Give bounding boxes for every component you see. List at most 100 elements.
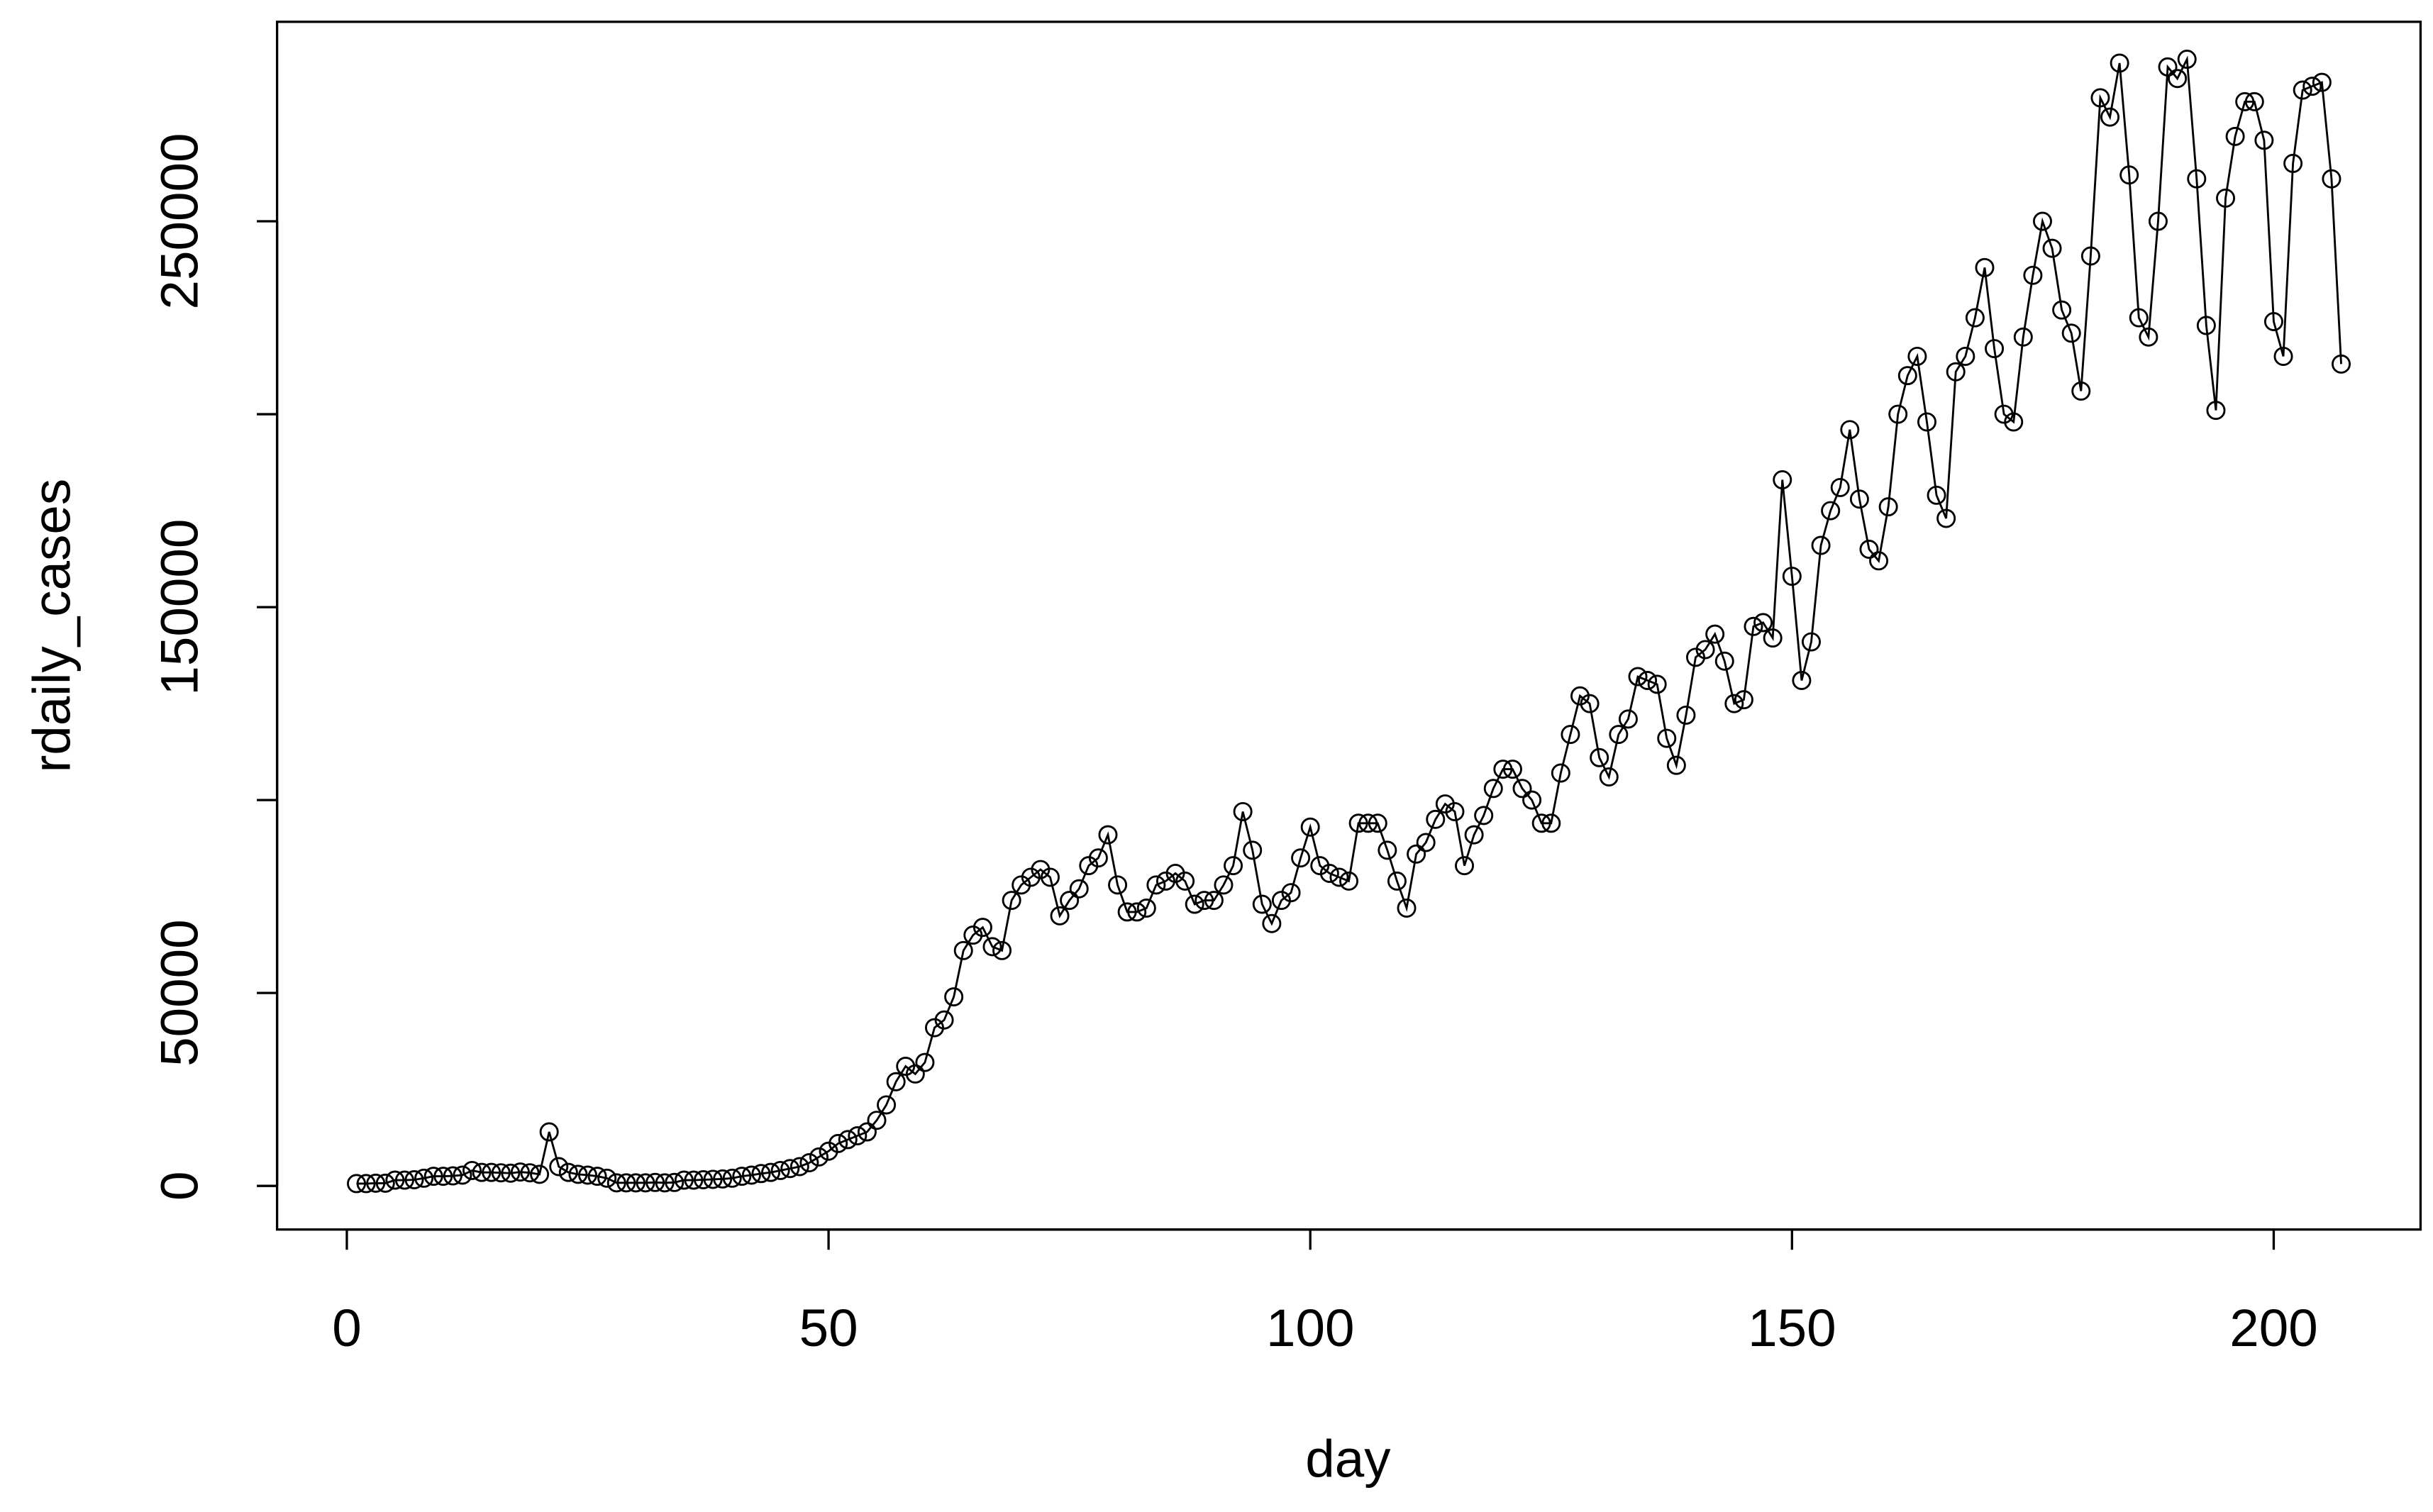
point	[1638, 670, 1658, 690]
point	[1897, 366, 1917, 386]
point	[828, 1133, 848, 1153]
point	[1985, 339, 2005, 359]
point	[510, 1162, 530, 1182]
point	[741, 1165, 761, 1185]
point	[2273, 346, 2293, 366]
point	[1936, 508, 1956, 528]
point	[1965, 308, 1985, 328]
point	[838, 1130, 858, 1150]
point	[414, 1168, 434, 1188]
point	[1917, 412, 1936, 432]
point	[1859, 539, 1879, 559]
point	[1291, 848, 1311, 868]
point	[2177, 50, 2197, 70]
point	[1811, 535, 1831, 555]
point	[694, 1169, 714, 1189]
point	[385, 1170, 405, 1190]
point	[1127, 902, 1147, 922]
point	[732, 1167, 752, 1186]
point	[462, 1160, 482, 1180]
point	[655, 1173, 675, 1193]
point	[1464, 825, 1484, 845]
point	[2302, 77, 2322, 96]
point	[558, 1162, 578, 1182]
point	[1050, 906, 1070, 925]
point	[751, 1164, 771, 1184]
point	[780, 1159, 800, 1179]
point	[1002, 891, 1021, 911]
point	[1146, 875, 1166, 895]
point	[645, 1172, 665, 1192]
point	[2042, 238, 2062, 258]
point	[2158, 57, 2178, 77]
point	[1946, 362, 1966, 382]
series-line	[356, 55, 2342, 1185]
point	[2263, 311, 2283, 331]
point	[636, 1173, 655, 1193]
point	[2148, 211, 2168, 231]
point	[1821, 501, 1841, 521]
point	[2004, 412, 2024, 432]
x-tick-label: 0	[332, 1298, 362, 1357]
point	[761, 1162, 781, 1182]
x-tick-label: 200	[2229, 1298, 2317, 1357]
point	[606, 1173, 626, 1193]
y-axis-label: rdaily_cases	[22, 479, 82, 773]
point	[1531, 813, 1551, 833]
point	[453, 1165, 472, 1185]
point	[905, 1064, 925, 1084]
point	[2322, 169, 2341, 189]
point	[520, 1163, 540, 1183]
point	[944, 987, 964, 1007]
point	[1744, 616, 1763, 636]
x-tick-label: 150	[1748, 1298, 1836, 1357]
point	[626, 1173, 645, 1193]
point	[2293, 80, 2312, 100]
point	[1339, 871, 1359, 891]
point	[1060, 891, 1080, 911]
point	[1098, 825, 1118, 845]
point	[616, 1173, 636, 1193]
point	[1878, 497, 1898, 517]
y-tick-label: 150000	[150, 519, 209, 696]
point	[1378, 840, 1397, 860]
point	[1792, 670, 1812, 690]
point	[799, 1153, 819, 1173]
point	[684, 1170, 704, 1190]
point	[1368, 813, 1387, 833]
point	[539, 1122, 559, 1142]
point	[2052, 300, 2072, 320]
point	[1214, 875, 1234, 895]
point	[1676, 705, 1696, 725]
point	[578, 1165, 598, 1185]
point	[404, 1169, 424, 1189]
point	[1618, 709, 1638, 729]
point	[1657, 728, 1677, 748]
point	[665, 1172, 685, 1192]
point	[2216, 188, 2236, 208]
point	[934, 1010, 954, 1030]
point	[713, 1169, 733, 1189]
point	[1975, 257, 1995, 277]
point	[1590, 747, 1609, 767]
point	[2129, 308, 2149, 328]
point	[1493, 760, 1513, 779]
point	[394, 1170, 414, 1190]
point	[472, 1162, 492, 1182]
point	[789, 1157, 809, 1177]
point	[482, 1162, 501, 1182]
point	[2254, 130, 2274, 150]
point	[1599, 767, 1619, 786]
point	[1300, 817, 1320, 837]
point	[1397, 898, 1417, 918]
point	[1782, 567, 1802, 587]
y-tick-label: 0	[150, 1171, 209, 1200]
point	[1407, 844, 1426, 864]
point	[1426, 809, 1446, 829]
point	[1252, 894, 1272, 914]
point	[1561, 725, 1580, 745]
point	[433, 1167, 453, 1186]
point	[2332, 354, 2351, 374]
point	[886, 1072, 906, 1091]
